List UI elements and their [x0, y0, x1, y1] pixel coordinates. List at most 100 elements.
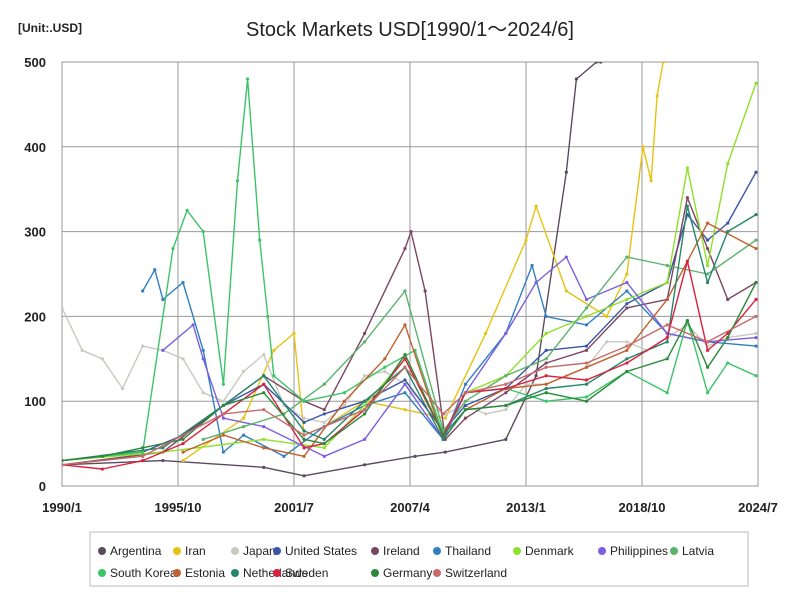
data-point — [181, 280, 185, 285]
data-point — [584, 297, 589, 302]
data-point — [363, 412, 367, 416]
data-point — [705, 348, 710, 352]
data-point — [141, 289, 145, 293]
data-point — [363, 408, 367, 412]
data-point — [463, 391, 468, 395]
data-point — [272, 348, 276, 352]
data-point — [754, 213, 758, 217]
data-point — [665, 323, 669, 327]
data-point — [272, 374, 276, 378]
data-point — [383, 369, 387, 374]
data-point — [705, 246, 710, 251]
data-point — [383, 357, 387, 361]
data-point — [665, 297, 669, 302]
data-point — [685, 166, 689, 170]
data-point — [463, 416, 468, 420]
data-point — [443, 450, 447, 454]
x-tick-label: 2001/7 — [274, 500, 314, 515]
legend-label: Switzerland — [445, 566, 507, 580]
data-point — [534, 280, 538, 285]
data-point — [262, 352, 266, 357]
data-point — [262, 408, 266, 412]
data-point — [181, 450, 185, 454]
data-point — [625, 289, 629, 293]
data-point — [665, 357, 669, 361]
unit-label: [Unit:.USD] — [18, 21, 82, 35]
grid — [61, 61, 759, 487]
legend-marker — [371, 569, 379, 577]
legend-marker — [598, 547, 606, 555]
data-point — [544, 314, 548, 318]
data-point — [62, 458, 64, 463]
data-point — [665, 391, 669, 395]
data-point — [342, 399, 347, 403]
data-point — [62, 306, 64, 310]
data-point — [754, 314, 758, 318]
data-point — [599, 62, 603, 64]
data-point — [625, 348, 629, 352]
data-point — [383, 365, 387, 369]
y-tick-label: 200 — [24, 309, 46, 324]
data-point — [153, 268, 157, 272]
data-point — [484, 331, 488, 335]
legend-marker — [173, 569, 181, 577]
data-point — [463, 408, 468, 412]
data-point — [705, 221, 710, 225]
data-point — [302, 437, 306, 441]
x-tick-label: 2024/7 — [738, 500, 778, 515]
x-tick-label: 2007/4 — [390, 500, 431, 515]
data-point — [161, 446, 165, 450]
data-point — [403, 382, 407, 386]
legend-marker — [670, 547, 678, 555]
legend-label: Japan — [243, 544, 276, 558]
data-point — [685, 319, 689, 323]
legend-marker — [173, 547, 181, 555]
data-point — [534, 204, 538, 208]
data-point — [754, 336, 758, 340]
data-point — [625, 344, 629, 348]
data-point — [584, 314, 589, 318]
data-point — [705, 238, 710, 242]
data-point — [322, 382, 326, 386]
data-point — [726, 230, 730, 234]
data-point — [685, 196, 689, 200]
data-point — [342, 403, 347, 408]
legend-marker — [433, 547, 441, 555]
data-point — [241, 416, 246, 420]
data-point — [605, 340, 609, 344]
data-point — [504, 408, 508, 412]
legend-label: Estonia — [185, 566, 225, 580]
legend-marker — [433, 569, 441, 577]
data-point — [282, 454, 286, 458]
data-point — [544, 391, 548, 395]
data-point — [221, 399, 225, 403]
legend-label: Thailand — [445, 544, 491, 558]
data-point — [544, 382, 548, 386]
data-point — [302, 416, 306, 420]
data-point — [625, 297, 629, 302]
data-point — [262, 391, 266, 395]
data-point — [625, 255, 629, 259]
data-point — [705, 280, 710, 285]
data-point — [201, 391, 205, 395]
axis-tick-labels: 0 100 200 300 400 500 1990/1 1995/10 2001/7 2007/… — [24, 55, 778, 515]
data-point — [258, 238, 262, 242]
data-point — [80, 348, 84, 352]
data-point — [705, 340, 710, 344]
data-point — [726, 336, 730, 340]
data-point — [181, 442, 185, 446]
data-point — [530, 263, 534, 268]
data-point — [141, 344, 145, 348]
data-point — [504, 391, 508, 395]
legend-marker — [231, 569, 239, 577]
data-point — [504, 374, 508, 378]
chart-title: Stock Markets USD[1990/1～2024/6] — [246, 19, 574, 41]
data-point — [584, 344, 589, 348]
data-point — [584, 361, 589, 365]
legend-marker — [273, 569, 281, 577]
data-point — [584, 378, 589, 382]
data-point — [574, 77, 579, 81]
data-point — [625, 272, 629, 276]
data-point — [363, 399, 367, 403]
data-point — [403, 246, 407, 251]
